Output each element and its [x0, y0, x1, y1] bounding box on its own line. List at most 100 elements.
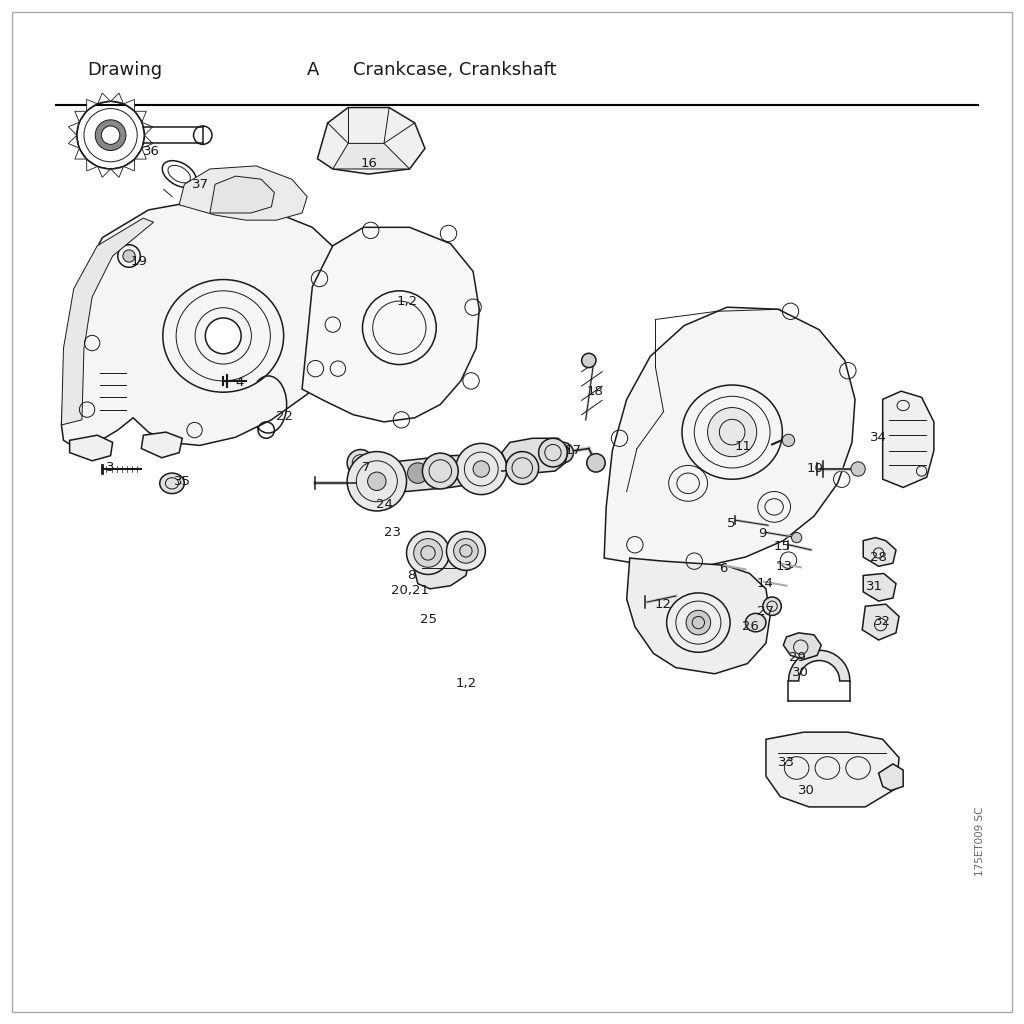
Ellipse shape — [763, 597, 781, 615]
Ellipse shape — [101, 126, 120, 144]
Ellipse shape — [454, 539, 478, 563]
Polygon shape — [134, 112, 146, 122]
Ellipse shape — [95, 120, 126, 151]
Ellipse shape — [506, 452, 539, 484]
Polygon shape — [604, 307, 855, 565]
Ellipse shape — [422, 453, 459, 488]
Polygon shape — [333, 143, 410, 169]
Polygon shape — [69, 122, 80, 135]
Polygon shape — [627, 558, 770, 674]
Polygon shape — [70, 435, 113, 461]
Text: 4: 4 — [236, 377, 244, 389]
Text: A: A — [307, 60, 319, 79]
Ellipse shape — [347, 452, 407, 511]
Polygon shape — [374, 455, 486, 494]
Text: 37: 37 — [193, 178, 209, 190]
Polygon shape — [302, 227, 479, 422]
Polygon shape — [75, 112, 87, 122]
Text: 32: 32 — [874, 615, 891, 628]
Text: 34: 34 — [870, 431, 887, 443]
Polygon shape — [61, 200, 353, 449]
Text: 26: 26 — [742, 621, 759, 633]
Text: 12: 12 — [655, 598, 672, 610]
Ellipse shape — [446, 531, 485, 570]
Text: 28: 28 — [870, 551, 887, 563]
Polygon shape — [863, 538, 896, 566]
Polygon shape — [862, 604, 899, 640]
Polygon shape — [111, 166, 124, 177]
Polygon shape — [124, 99, 134, 112]
Polygon shape — [97, 166, 111, 177]
Polygon shape — [87, 99, 97, 112]
Ellipse shape — [414, 539, 442, 567]
Text: 25: 25 — [420, 613, 436, 626]
Ellipse shape — [456, 443, 507, 495]
Text: 15: 15 — [774, 541, 791, 553]
Polygon shape — [141, 122, 153, 135]
Polygon shape — [141, 135, 153, 148]
Text: 16: 16 — [360, 158, 377, 170]
Text: 20,21: 20,21 — [390, 585, 429, 597]
Ellipse shape — [347, 450, 374, 476]
Text: Crankcase, Crankshaft: Crankcase, Crankshaft — [353, 60, 557, 79]
Text: 23: 23 — [384, 526, 400, 539]
Polygon shape — [783, 633, 821, 659]
Ellipse shape — [473, 461, 489, 477]
Ellipse shape — [407, 531, 450, 574]
Polygon shape — [97, 93, 111, 104]
Text: 29: 29 — [790, 651, 806, 664]
Polygon shape — [879, 764, 903, 791]
Text: 22: 22 — [276, 411, 293, 423]
Text: 14: 14 — [757, 578, 773, 590]
Text: Drawing: Drawing — [87, 60, 162, 79]
Ellipse shape — [587, 454, 605, 472]
Polygon shape — [415, 545, 469, 589]
Text: 30: 30 — [793, 667, 809, 679]
Text: 5: 5 — [727, 517, 735, 529]
Text: 33: 33 — [778, 757, 795, 769]
Text: 3: 3 — [106, 462, 115, 474]
Polygon shape — [111, 93, 124, 104]
Text: 19: 19 — [131, 255, 147, 267]
Text: 35: 35 — [174, 475, 190, 487]
Text: 17: 17 — [565, 444, 582, 457]
Text: 11: 11 — [735, 440, 752, 453]
Ellipse shape — [745, 613, 766, 632]
Text: 30: 30 — [799, 784, 815, 797]
Ellipse shape — [539, 438, 567, 467]
Text: 6: 6 — [719, 562, 727, 574]
Text: 9: 9 — [758, 527, 766, 540]
Polygon shape — [788, 650, 850, 681]
Text: 13: 13 — [776, 560, 793, 572]
Polygon shape — [179, 166, 307, 220]
Polygon shape — [883, 391, 934, 487]
Ellipse shape — [160, 473, 184, 494]
Text: 27: 27 — [758, 605, 774, 617]
Ellipse shape — [408, 463, 428, 483]
Text: 31: 31 — [866, 581, 883, 593]
Ellipse shape — [792, 532, 802, 543]
Polygon shape — [134, 148, 146, 159]
Text: 8: 8 — [408, 569, 416, 582]
Polygon shape — [863, 573, 896, 601]
Polygon shape — [69, 135, 80, 148]
Polygon shape — [75, 148, 87, 159]
Text: 1,2: 1,2 — [397, 295, 418, 307]
Text: 18: 18 — [587, 385, 603, 397]
Ellipse shape — [686, 610, 711, 635]
Text: 175ET009 SC: 175ET009 SC — [975, 806, 985, 876]
Ellipse shape — [205, 317, 242, 353]
Ellipse shape — [851, 462, 865, 476]
Ellipse shape — [123, 250, 135, 262]
Text: 36: 36 — [143, 145, 160, 158]
Polygon shape — [502, 438, 568, 473]
Ellipse shape — [782, 434, 795, 446]
Ellipse shape — [708, 408, 757, 457]
Polygon shape — [124, 159, 134, 171]
Text: 7: 7 — [362, 462, 371, 474]
Ellipse shape — [582, 353, 596, 368]
Text: 1,2: 1,2 — [456, 677, 476, 689]
Ellipse shape — [553, 442, 573, 463]
Text: 10: 10 — [807, 463, 823, 475]
Polygon shape — [87, 159, 97, 171]
